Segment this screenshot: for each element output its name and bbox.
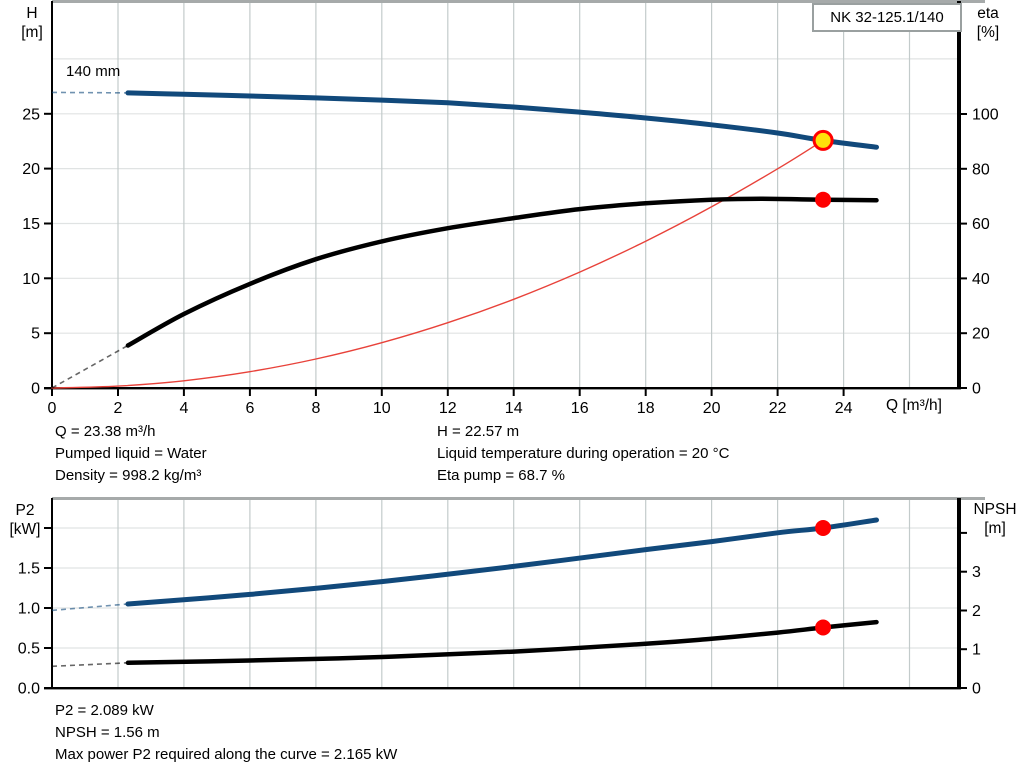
x-tick-label: 14	[505, 400, 523, 417]
h-axis-title: H [m]	[14, 4, 50, 42]
left-axis	[51, 498, 53, 689]
info-liquid-temperature: Liquid temperature during operation = 20…	[437, 445, 730, 462]
duty-info-left: Q = 23.38 m³/h Pumped liquid = Water Den…	[55, 421, 207, 487]
pump-model-label: NK 32-125.1/140	[830, 9, 944, 26]
right-tick-label: 3	[972, 564, 981, 581]
axes	[44, 498, 961, 690]
right-tick-label: 2	[972, 603, 981, 620]
left-tick-label: 25	[22, 106, 40, 123]
x-tick-label: 16	[571, 400, 589, 417]
x-tick-label: 8	[311, 400, 320, 417]
p2-curve-line	[125, 517, 879, 607]
bottom-axis	[44, 687, 961, 690]
right-tick-label: 40	[972, 271, 990, 288]
left-tick-label: 5	[31, 326, 40, 343]
h-axis-title-line2: [m]	[21, 24, 43, 41]
efficiency-curve	[51, 196, 879, 389]
left-tick-label: 15	[22, 216, 40, 233]
eta-axis-title-line1: eta	[977, 5, 999, 22]
head-curve	[51, 90, 879, 150]
h-axis-title-line1: H	[26, 5, 38, 22]
axes	[44, 1, 961, 390]
left-tick-label: 10	[22, 271, 40, 288]
info-npsh: NPSH = 1.56 m	[55, 724, 160, 741]
head-curve-dashed-lead	[51, 91, 128, 94]
impeller-diameter-label: 140 mm	[66, 63, 121, 80]
info-p2: P2 = 2.089 kW	[55, 702, 154, 719]
efficiency-curve-dashed-lead	[51, 344, 129, 389]
right-tick-label: 0	[972, 381, 981, 398]
right-tick-label: 60	[972, 216, 990, 233]
bottom-axis	[44, 387, 961, 390]
x-tick-label: 2	[114, 400, 123, 417]
p2-axis-title: P2 [kW]	[2, 501, 48, 539]
left-tick-label: 1.0	[18, 601, 40, 618]
head-curve-line	[125, 90, 879, 150]
p2-axis-title-line1: P2	[15, 502, 35, 519]
npsh-curve-line	[125, 619, 879, 666]
info-pumped-liquid: Pumped liquid = Water	[55, 445, 207, 462]
x-tick-label: 24	[835, 400, 853, 417]
npsh-axis-title-line2: [m]	[984, 520, 1006, 537]
duty-info-right: H = 22.57 m Liquid temperature during op…	[437, 421, 729, 487]
npsh-point-marker	[815, 619, 832, 636]
left-tick-label: 20	[22, 161, 40, 178]
right-tick-label: 100	[972, 107, 999, 124]
x-tick-label: 12	[439, 400, 457, 417]
gridlines	[52, 3, 959, 388]
right-axis	[957, 498, 961, 689]
tick-labels: 0.0 0.5 1.0 1.5 0 1 2 3	[18, 527, 981, 698]
q-axis-title: Q [m³/h]	[886, 397, 942, 414]
left-tick-label: 1.5	[18, 561, 40, 578]
p2-axis-title-line2: [kW]	[9, 521, 41, 538]
right-tick-label: 0	[972, 681, 981, 698]
efficiency-point-marker	[815, 191, 832, 208]
info-q: Q = 23.38 m³/h	[55, 423, 156, 440]
system-curve-line	[51, 139, 824, 389]
npsh-curve	[51, 619, 879, 668]
chart-top-frame	[52, 497, 985, 500]
left-tick-label: 0.5	[18, 641, 40, 658]
power-info-block: P2 = 2.089 kW NPSH = 1.56 m Max power P2…	[55, 700, 397, 766]
info-density: Density = 998.2 kg/m³	[55, 467, 202, 484]
chart-top-frame	[52, 0, 985, 3]
duty-point-marker[interactable]	[812, 129, 834, 151]
p2-point-marker	[815, 520, 832, 536]
left-axis	[51, 1, 53, 389]
right-tick-label: 20	[972, 326, 990, 343]
x-tick-label: 4	[179, 400, 188, 417]
right-tick-label: 1	[972, 642, 981, 659]
x-tick-label: 0	[48, 400, 57, 417]
p2-npsh-chart: 0.0 0.5 1.0 1.5 0 1 2 3	[18, 497, 985, 698]
x-tick-label: 6	[245, 400, 254, 417]
info-max-power: Max power P2 required along the curve = …	[55, 746, 398, 763]
x-tick-label: 18	[637, 400, 655, 417]
npsh-axis-title: NPSH [m]	[966, 500, 1024, 538]
p2-curve	[51, 517, 879, 612]
eta-axis-title: eta [%]	[966, 4, 1010, 42]
x-tick-label: 10	[373, 400, 391, 417]
efficiency-curve-line	[125, 196, 879, 348]
x-tick-label: 22	[769, 400, 787, 417]
right-axis	[957, 1, 961, 389]
npsh-axis-title-line1: NPSH	[973, 501, 1017, 518]
right-tick-label: 80	[972, 161, 990, 178]
npsh-curve-dashed-lead	[51, 662, 128, 668]
left-tick-label: 0	[31, 381, 40, 398]
info-eta-pump: Eta pump = 68.7 %	[437, 467, 565, 484]
left-tick-label: 0.0	[18, 681, 40, 698]
eta-axis-title-line2: [%]	[976, 24, 1000, 41]
info-h: H = 22.57 m	[437, 423, 520, 440]
p2-curve-dashed-lead	[51, 603, 128, 612]
pump-model-box: NK 32-125.1/140	[812, 3, 962, 32]
system-curve	[51, 139, 824, 389]
x-tick-label: 20	[703, 400, 721, 417]
